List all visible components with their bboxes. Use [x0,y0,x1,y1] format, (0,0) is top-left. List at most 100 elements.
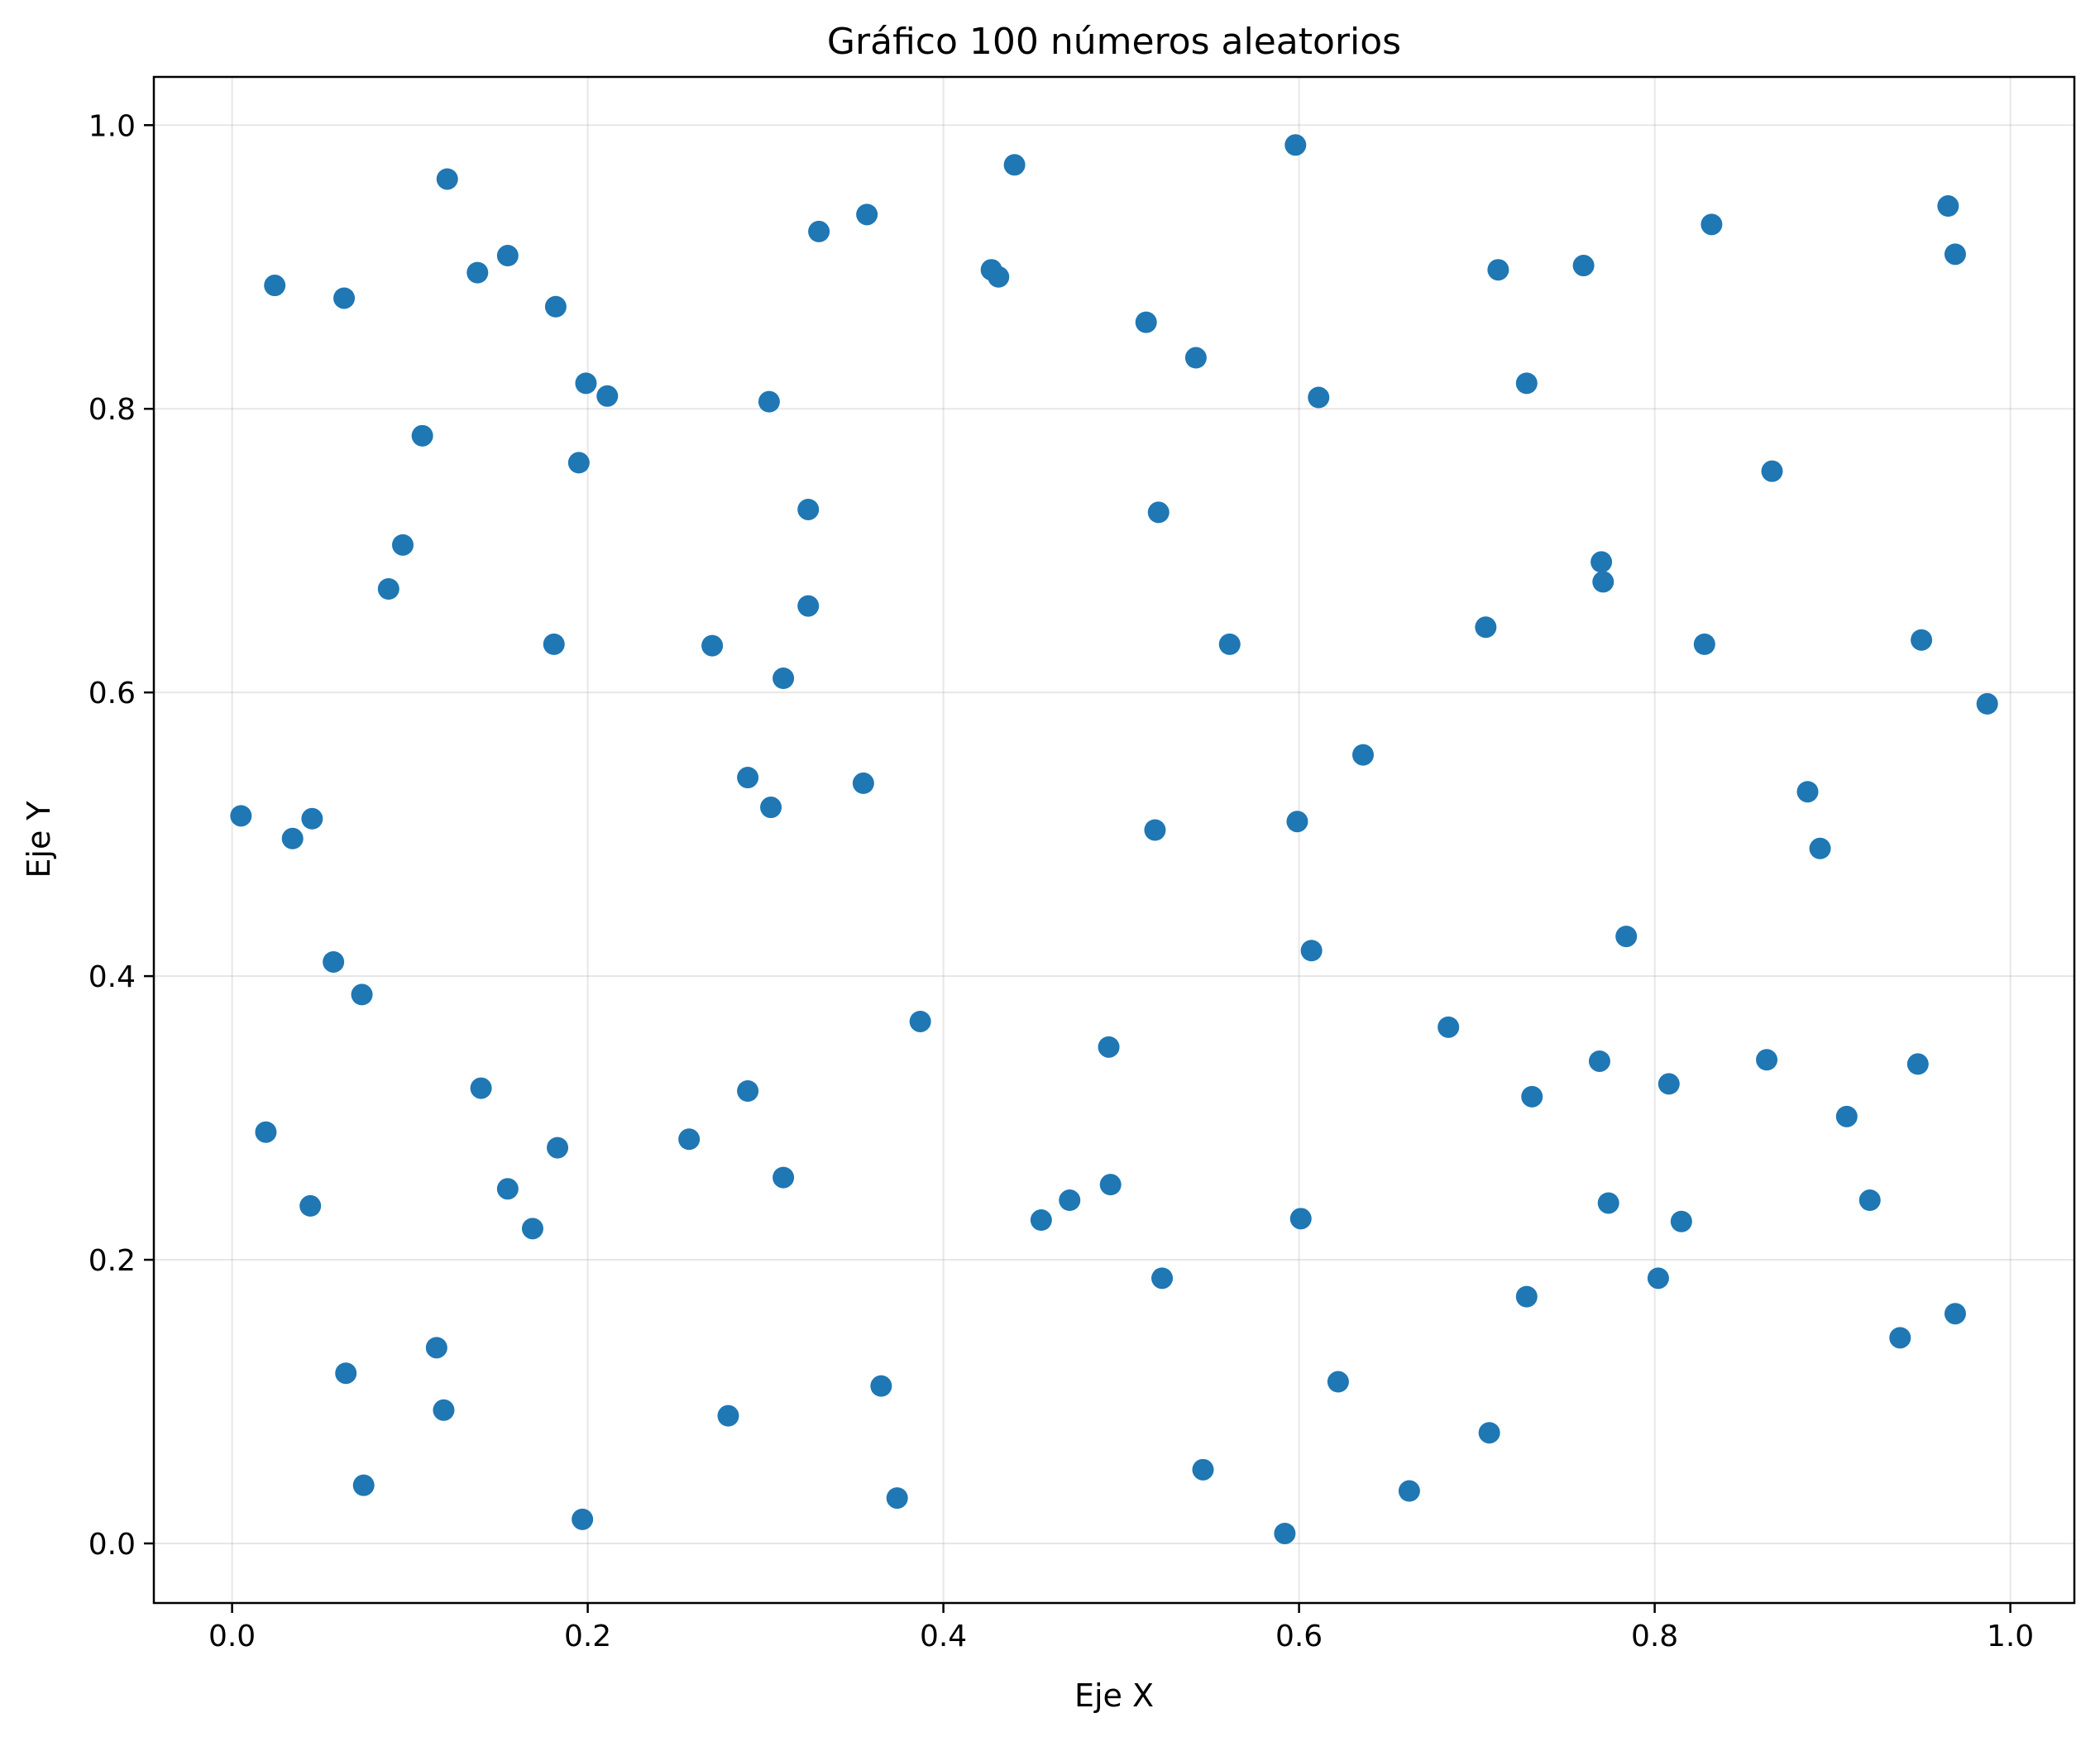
data-point [701,634,724,657]
data-point [1184,347,1207,369]
data-point [678,1128,701,1151]
data-point [1944,1303,1966,1325]
data-point [1591,551,1613,573]
data-point [773,668,795,690]
data-point [1147,501,1170,524]
data-point [1352,744,1374,766]
data-point [470,1077,492,1099]
data-point [299,1194,322,1217]
data-point [335,1362,357,1385]
grid-lines [154,77,2074,1603]
x-axis: 0.0 0.2 0.4 0.6 0.8 1.0 [208,1603,2034,1653]
data-point [1300,940,1323,962]
data-point [230,805,252,827]
data-point [575,372,597,395]
data-point [411,424,433,447]
data-point [466,261,489,284]
data-point [1615,926,1638,948]
data-point [1944,243,1966,266]
data-point [1647,1267,1669,1290]
x-tick-label: 0.2 [564,1620,611,1653]
data-point [1098,1036,1120,1058]
data-point [1701,213,1723,236]
data-point [797,498,820,520]
data-point [1670,1210,1692,1232]
data-point [1099,1174,1122,1196]
chart-title: Gráfico 100 números aleatorios [827,21,1401,63]
data-point [352,1474,375,1496]
data-point [1693,633,1715,655]
y-tick-label: 0.0 [88,1528,136,1562]
data-point [1588,1050,1610,1072]
data-point [544,295,567,318]
data-point [1889,1327,1911,1349]
data-point [433,1399,455,1421]
data-point [425,1337,447,1359]
data-point [1289,1208,1312,1230]
x-tick-label: 1.0 [1987,1620,2034,1653]
data-point [1478,1422,1500,1444]
data-point [1572,255,1595,277]
data-point [760,797,782,819]
y-tick-label: 1.0 [88,109,136,143]
data-point [717,1404,739,1427]
data-point [1059,1189,1081,1212]
data-point [808,220,830,242]
data-point [333,287,356,309]
data-point [1858,1189,1881,1212]
data-point [255,1121,277,1143]
y-axis: 0.0 0.2 0.4 0.6 0.8 1.0 [88,109,154,1562]
data-points [230,134,1998,1544]
data-point [1937,195,1959,218]
data-point [1327,1371,1349,1393]
data-point [773,1166,795,1189]
data-point [1658,1073,1680,1095]
x-axis-label: Eje X [1074,1677,1154,1714]
data-point [856,203,878,226]
data-point [1308,386,1330,409]
data-point [301,807,323,830]
data-point [264,275,286,297]
data-point [351,983,373,1006]
data-point [496,1178,519,1200]
data-point [797,595,820,617]
data-point [377,578,399,601]
data-point [543,633,565,655]
data-point [1030,1209,1052,1232]
x-tick-label: 0.0 [208,1620,256,1653]
data-point [737,1079,759,1102]
data-point [886,1487,908,1510]
data-point [1487,259,1509,281]
data-point [1515,1285,1538,1308]
data-point [852,772,874,794]
data-point [572,1508,594,1530]
data-point [758,390,780,413]
y-tick-label: 0.2 [88,1244,136,1278]
data-point [496,245,519,267]
data-point [1521,1085,1543,1108]
y-tick-label: 0.4 [88,960,136,994]
data-point [596,385,619,407]
data-point [1192,1458,1214,1481]
y-axis-label: Eje Y [21,801,57,878]
data-point [1761,460,1783,482]
data-point [1756,1049,1778,1071]
data-point [567,452,590,474]
data-point [1284,134,1307,156]
data-point [1003,154,1026,176]
x-tick-label: 0.4 [920,1620,967,1653]
data-point [1144,819,1166,841]
data-point [909,1010,931,1032]
data-point [1475,616,1497,639]
data-point [1398,1480,1420,1502]
data-point [1515,372,1538,395]
data-point [1911,629,1933,651]
data-point [1274,1522,1296,1544]
data-point [1906,1053,1929,1075]
data-point [1218,633,1241,655]
data-point [988,266,1010,288]
data-point [392,534,414,556]
data-point [547,1136,569,1159]
